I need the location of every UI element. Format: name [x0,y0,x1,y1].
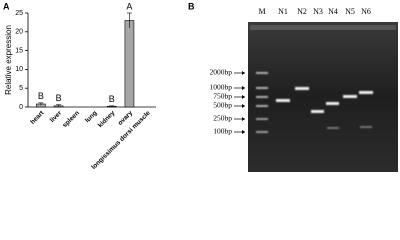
y-tick-label: 15 [15,47,23,54]
marker-arrowhead [242,104,245,108]
x-tick-label: lung [84,110,99,125]
lane-label: N1 [278,7,288,16]
x-tick-label: liver [49,109,64,124]
marker-label: 250bp [213,114,232,123]
significance-letter: B [109,94,115,104]
x-tick-label: spleen [61,110,81,130]
marker-label: 2000bp [210,68,233,77]
lane-label: N4 [328,7,338,16]
marker-label: 750bp [213,92,232,101]
significance-letter: B [56,93,62,103]
y-tick-label: 10 [15,66,23,73]
wells [250,25,396,30]
lane-label: N6 [361,7,371,16]
y-tick-label: 25 [15,10,23,17]
y-axis-title: Relative expression [4,25,13,95]
marker-arrowhead [242,130,245,134]
marker-label: 100bp [213,127,232,136]
lane-label: N2 [297,7,307,16]
marker-arrowhead [242,71,245,75]
lane-label: N3 [313,7,323,16]
y-tick-label: 0 [19,104,23,111]
marker-arrowhead [242,95,245,99]
lane-label: N5 [345,7,355,16]
panel-label: B [188,1,195,11]
significance-letter: A [126,1,132,11]
figure: A Relative expression B M N1 N2 N3 N4 N5 N6200… [3,1,398,172]
marker-arrowhead [242,86,245,90]
lane-label: M [258,7,265,16]
y-tick-label: 20 [15,29,23,36]
x-tick-label: kidney [97,109,117,129]
panel-label: A [3,1,10,11]
significance-letter: B [38,91,44,101]
marker-label: 500bp [213,101,232,110]
x-tick-label: heart [29,109,46,126]
marker-arrowhead [242,117,245,121]
bar [124,20,135,108]
marker-label: 1000bp [210,83,233,92]
y-tick-label: 5 [19,85,23,92]
gel-image [248,22,398,172]
bands [256,72,373,133]
